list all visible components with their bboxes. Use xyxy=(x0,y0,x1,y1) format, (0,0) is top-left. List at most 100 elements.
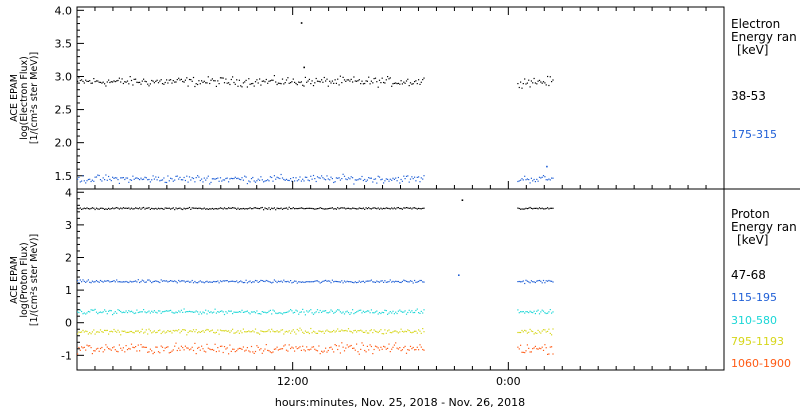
data-point-38-53 xyxy=(83,82,85,84)
data-point-175-315 xyxy=(261,179,263,181)
data-point-38-53 xyxy=(528,79,530,81)
data-point-47-68 xyxy=(260,207,262,209)
data-point-47-68 xyxy=(98,208,100,210)
data-point-310-580 xyxy=(308,310,310,312)
data-point-38-53 xyxy=(267,82,269,84)
data-point-1060-1900 xyxy=(155,346,157,348)
data-point-38-53 xyxy=(552,79,554,81)
data-point-310-580 xyxy=(217,311,219,313)
data-point-38-53 xyxy=(214,80,216,82)
data-point-310-580 xyxy=(404,310,406,312)
data-point-38-53 xyxy=(361,80,363,82)
data-point-115-195 xyxy=(540,280,542,282)
data-point-47-68 xyxy=(157,207,160,209)
data-point-310-580 xyxy=(311,312,313,314)
data-point-47-68 xyxy=(102,207,104,210)
data-point-1060-1900 xyxy=(175,342,177,344)
data-point-115-195 xyxy=(422,281,424,283)
data-point-175-315 xyxy=(271,176,273,179)
data-point-795-1193 xyxy=(198,331,200,333)
data-point-1060-1900 xyxy=(82,347,84,349)
data-point-175-315 xyxy=(155,176,157,178)
data-point-1060-1900 xyxy=(397,348,399,350)
data-point-38-53 xyxy=(292,78,294,80)
data-point-1060-1900 xyxy=(242,346,244,348)
data-point-115-195 xyxy=(241,281,243,283)
data-point-115-195 xyxy=(225,280,227,282)
data-point-38-53 xyxy=(538,79,541,81)
data-point-47-68 xyxy=(352,207,354,209)
data-point-795-1193 xyxy=(221,330,223,332)
data-point-795-1193 xyxy=(240,330,242,332)
data-point-38-53 xyxy=(366,80,368,82)
data-point-115-195 xyxy=(377,281,379,283)
data-point-1060-1900 xyxy=(357,351,359,353)
data-point-38-53 xyxy=(540,81,542,83)
data-point-795-1193 xyxy=(229,331,231,334)
data-point-795-1193 xyxy=(140,330,142,333)
data-point-795-1193 xyxy=(526,332,528,334)
data-point-47-68 xyxy=(544,208,546,210)
data-point-1060-1900 xyxy=(148,351,150,353)
data-point-115-195 xyxy=(83,280,85,282)
data-point-175-315 xyxy=(285,178,288,180)
data-point-115-195 xyxy=(219,280,222,282)
data-point-310-580 xyxy=(315,311,317,313)
data-point-795-1193 xyxy=(205,329,207,331)
data-point-47-68 xyxy=(141,207,143,209)
data-point-1060-1900 xyxy=(190,348,192,350)
data-point-47-68 xyxy=(120,207,122,209)
data-point-310-580 xyxy=(230,310,232,312)
data-point-310-580 xyxy=(156,312,158,314)
data-point-175-315 xyxy=(232,178,234,180)
data-point-310-580 xyxy=(352,309,354,311)
data-point-115-195 xyxy=(205,281,207,283)
data-point-115-195 xyxy=(347,281,350,283)
data-point-1060-1900 xyxy=(542,349,545,351)
data-point-175-315 xyxy=(350,176,352,178)
data-point-38-53 xyxy=(350,78,352,80)
data-point-795-1193 xyxy=(230,330,232,332)
data-point-47-68 xyxy=(403,207,405,209)
data-point-47-68 xyxy=(290,208,292,210)
data-point-115-195 xyxy=(349,281,351,283)
data-point-795-1193 xyxy=(545,331,547,333)
data-point-1060-1900 xyxy=(353,347,355,349)
data-point-175-315 xyxy=(374,178,377,180)
data-point-1060-1900 xyxy=(538,347,541,349)
data-point-115-195 xyxy=(140,281,142,283)
data-point-310-580 xyxy=(295,309,297,311)
data-point-310-580 xyxy=(529,310,531,312)
data-point-115-195 xyxy=(544,282,546,284)
data-point-795-1193 xyxy=(89,332,91,334)
data-point-47-68 xyxy=(337,207,339,209)
data-point-795-1193 xyxy=(264,331,266,333)
data-point-47-68 xyxy=(222,208,224,210)
data-point-175-315 xyxy=(172,180,174,182)
data-point-115-195 xyxy=(95,280,98,282)
data-point-795-1193 xyxy=(218,333,220,335)
data-point-115-195 xyxy=(529,282,531,284)
data-point-310-580 xyxy=(412,312,414,314)
data-point-115-195 xyxy=(333,281,335,283)
data-point-175-315 xyxy=(381,178,383,180)
data-point-795-1193 xyxy=(156,331,158,333)
data-point-795-1193 xyxy=(366,332,368,334)
data-point-795-1193 xyxy=(281,329,284,331)
data-point-1060-1900 xyxy=(152,353,154,355)
data-point-175-315 xyxy=(329,179,331,181)
data-point-1060-1900 xyxy=(518,348,520,350)
data-point-310-580 xyxy=(396,312,398,315)
data-point-795-1193 xyxy=(302,331,304,333)
data-point-310-580 xyxy=(151,310,153,312)
data-point-38-53 xyxy=(517,83,519,85)
data-point-310-580 xyxy=(136,309,138,311)
data-point-1060-1900 xyxy=(522,351,524,353)
data-point-175-315 xyxy=(277,177,279,179)
data-point-47-68 xyxy=(323,208,325,210)
data-point-795-1193 xyxy=(110,330,112,332)
data-point-310-580 xyxy=(302,308,304,310)
proton-legend-title: Proton xyxy=(731,207,770,221)
data-point-795-1193 xyxy=(82,329,84,331)
data-point-38-53 xyxy=(277,82,279,84)
